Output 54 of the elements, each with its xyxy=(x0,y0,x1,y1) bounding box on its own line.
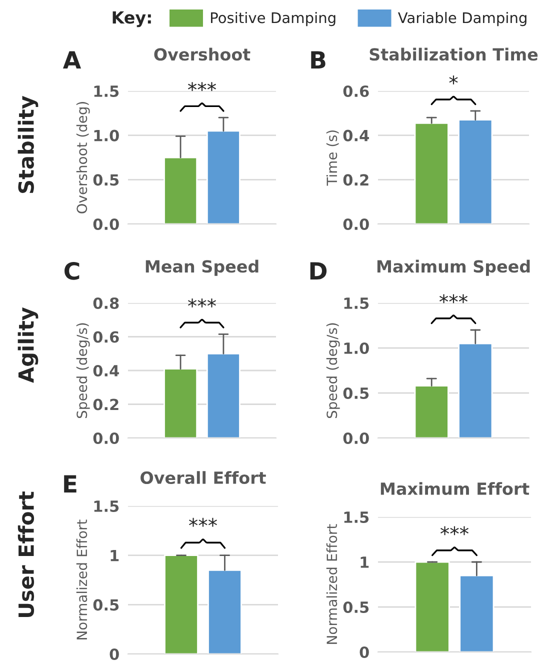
chart-title: Maximum Effort xyxy=(380,482,530,496)
chart-title: Overall Effort xyxy=(140,471,266,484)
legend-label: Positive Damping xyxy=(211,12,336,26)
y-tick-label: 1.0 xyxy=(344,342,369,354)
y-tick-label: 0.0 xyxy=(93,218,119,230)
y-axis-title: Speed (deg/s) xyxy=(326,323,340,418)
text: * xyxy=(449,75,458,84)
y-tick-label: 0 xyxy=(110,648,119,660)
y-tick-label: 1.5 xyxy=(344,298,369,310)
annotation: *** xyxy=(440,526,469,536)
text: A xyxy=(62,51,82,69)
y-tick-label: 1.5 xyxy=(344,512,369,524)
y-tick-label: 0.5 xyxy=(343,387,369,400)
y-tick-label: 0.8 xyxy=(93,297,119,310)
y-tick-label: 1 xyxy=(110,550,119,562)
y-tick-label: 0.5 xyxy=(93,174,119,186)
text: User Effort xyxy=(18,492,34,618)
chart-title: Maximum Speed xyxy=(377,260,530,276)
text: *** xyxy=(188,82,216,91)
y-tick-label: 1 xyxy=(360,556,369,568)
y-axis-title: Normalized Effort xyxy=(326,524,338,644)
text: B xyxy=(311,51,326,69)
y-tick-label: 0.2 xyxy=(343,174,368,186)
y-axis-title: Speed (deg/s) xyxy=(76,323,90,418)
annotation: *** xyxy=(188,298,216,308)
y-tick-label: 0.0 xyxy=(93,432,119,444)
y-axis-title: Time (s) xyxy=(326,130,339,186)
chart-title: Mean Speed xyxy=(146,260,258,276)
chart-title: Overshoot xyxy=(154,48,250,61)
y-tick-label: 0.6 xyxy=(93,331,119,343)
legend-label: Variable Damping xyxy=(398,12,526,26)
text: E xyxy=(64,475,76,493)
y-tick-label: 0.4 xyxy=(93,364,119,377)
y-tick-label: 0.2 xyxy=(93,398,118,410)
text: Stability xyxy=(18,96,38,193)
annotation: *** xyxy=(439,294,468,304)
text: C xyxy=(64,262,80,280)
chart-title: Stabilization Time xyxy=(370,48,538,61)
y-axis-title: Normalized Effort xyxy=(76,520,88,640)
text: Agility xyxy=(18,307,38,383)
y-tick-label: 0.0 xyxy=(343,218,369,230)
y-tick-label: 1.5 xyxy=(94,500,119,512)
y-tick-label: 0.0 xyxy=(343,432,369,444)
y-tick-label: 0 xyxy=(360,646,369,658)
y-tick-label: 0.5 xyxy=(93,599,119,611)
y-tick-label: 0.6 xyxy=(343,85,369,98)
y-axis-title: Overshoot (deg) xyxy=(76,102,90,214)
annotation: *** xyxy=(188,518,218,527)
y-tick-label: 0.4 xyxy=(343,130,369,142)
legend-title: Key: xyxy=(112,11,151,28)
y-tick-label: 0.5 xyxy=(343,601,369,614)
y-tick-label: 1.0 xyxy=(94,130,119,142)
text: D xyxy=(310,262,327,280)
y-tick-label: 1.5 xyxy=(94,86,119,98)
